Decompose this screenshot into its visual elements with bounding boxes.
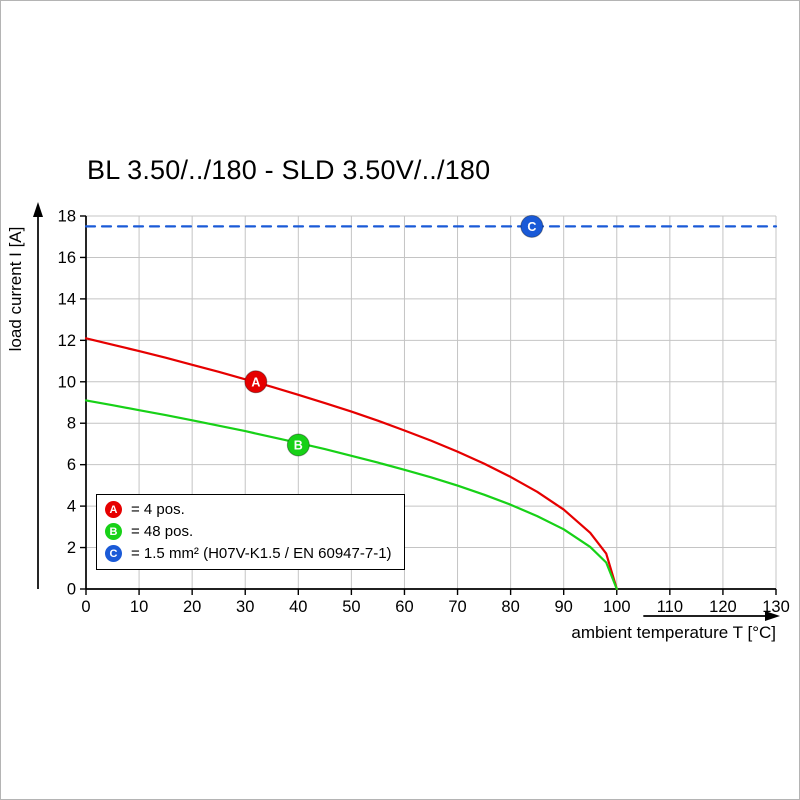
svg-text:B: B — [294, 438, 303, 452]
legend: A = 4 pos. B = 48 pos. C = 1.5 mm² (H07V… — [96, 494, 405, 570]
svg-text:10: 10 — [58, 373, 76, 391]
svg-text:50: 50 — [342, 598, 360, 616]
legend-item-b: B = 48 pos. — [105, 523, 392, 540]
y-axis-label: load current I [A] — [6, 227, 25, 352]
svg-text:4: 4 — [67, 498, 76, 516]
svg-text:8: 8 — [67, 415, 76, 433]
svg-text:130: 130 — [762, 598, 790, 616]
svg-text:70: 70 — [448, 598, 466, 616]
series-a-badge-icon: A — [105, 501, 122, 518]
svg-text:110: 110 — [657, 598, 683, 616]
svg-text:80: 80 — [501, 598, 519, 616]
svg-text:6: 6 — [67, 456, 76, 474]
svg-text:40: 40 — [289, 598, 307, 616]
svg-text:20: 20 — [183, 598, 201, 616]
series-b-badge-icon: B — [105, 523, 122, 540]
svg-text:0: 0 — [81, 598, 90, 616]
x-axis-label: ambient temperature T [°C] — [571, 623, 776, 642]
svg-text:10: 10 — [130, 598, 148, 616]
svg-text:C: C — [527, 220, 536, 234]
svg-text:16: 16 — [58, 249, 76, 267]
series-c-badge-icon: C — [105, 545, 122, 562]
svg-text:30: 30 — [236, 598, 254, 616]
svg-text:18: 18 — [58, 208, 76, 226]
svg-text:90: 90 — [555, 598, 573, 616]
svg-text:12: 12 — [58, 332, 76, 350]
legend-item-c-label: = 1.5 mm² (H07V-K1.5 / EN 60947-7-1) — [131, 545, 392, 562]
legend-item-a-label: = 4 pos. — [131, 501, 185, 518]
svg-text:A: A — [251, 375, 260, 389]
svg-text:60: 60 — [395, 598, 413, 616]
legend-item-a: A = 4 pos. — [105, 501, 392, 518]
chart-title: BL 3.50/../180 - SLD 3.50V/../180 — [87, 155, 491, 185]
legend-item-c: C = 1.5 mm² (H07V-K1.5 / EN 60947-7-1) — [105, 545, 392, 562]
svg-text:100: 100 — [603, 598, 631, 616]
svg-text:2: 2 — [67, 539, 76, 557]
legend-item-b-label: = 48 pos. — [131, 523, 194, 540]
svg-text:0: 0 — [67, 581, 76, 599]
svg-text:14: 14 — [58, 290, 76, 308]
svg-text:120: 120 — [709, 598, 737, 616]
